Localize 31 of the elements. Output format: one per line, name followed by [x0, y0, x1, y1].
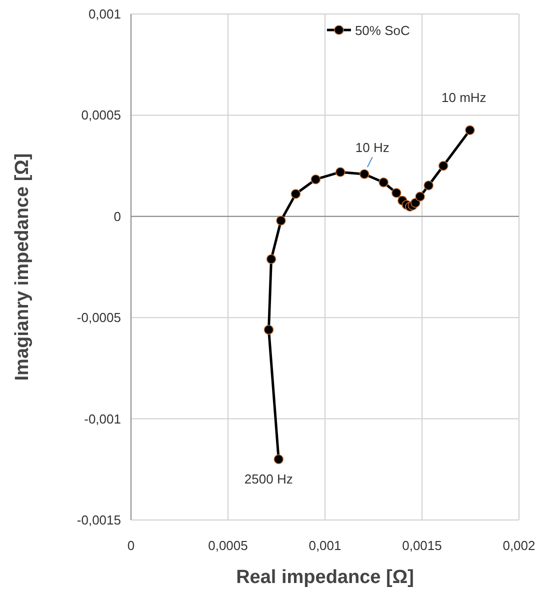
- point: [290, 189, 301, 199]
- legend-label: 50% SoC: [354, 23, 410, 38]
- annotation: 10 mHz: [442, 90, 486, 106]
- point: [391, 188, 402, 198]
- y-tick-label: 0,001: [88, 6, 121, 22]
- annotation: 10 Hz: [355, 140, 390, 156]
- point: [359, 169, 370, 179]
- point: [415, 192, 425, 202]
- point: [264, 324, 274, 335]
- y-tick-label: 0,0005: [81, 108, 121, 123]
- x-tick-label: 0: [127, 538, 135, 553]
- point: [438, 160, 448, 171]
- x-tick-label: 0,0005: [208, 538, 248, 553]
- annotation: 2500 Hz: [244, 471, 293, 486]
- x-tick-label: 0,001: [308, 538, 342, 553]
- y-tick-label: -0,001: [84, 411, 121, 426]
- x-axis-title: Real impedance [Ω]: [236, 567, 414, 588]
- point: [465, 125, 475, 136]
- point: [310, 174, 321, 184]
- point: [335, 167, 346, 177]
- x-tick-label: 0,002: [502, 538, 536, 553]
- point: [378, 177, 388, 188]
- point: [274, 454, 284, 464]
- y-tick-label: -0,0015: [76, 512, 121, 528]
- y-tick-label: -0,0005: [76, 310, 121, 326]
- y-tick-label: 0: [114, 208, 121, 224]
- y-axis-title: Imagianry impedance [Ω]: [12, 153, 33, 381]
- point: [424, 180, 434, 190]
- point: [266, 254, 276, 264]
- x-tick-label: 0,0015: [402, 538, 442, 553]
- point: [276, 216, 286, 226]
